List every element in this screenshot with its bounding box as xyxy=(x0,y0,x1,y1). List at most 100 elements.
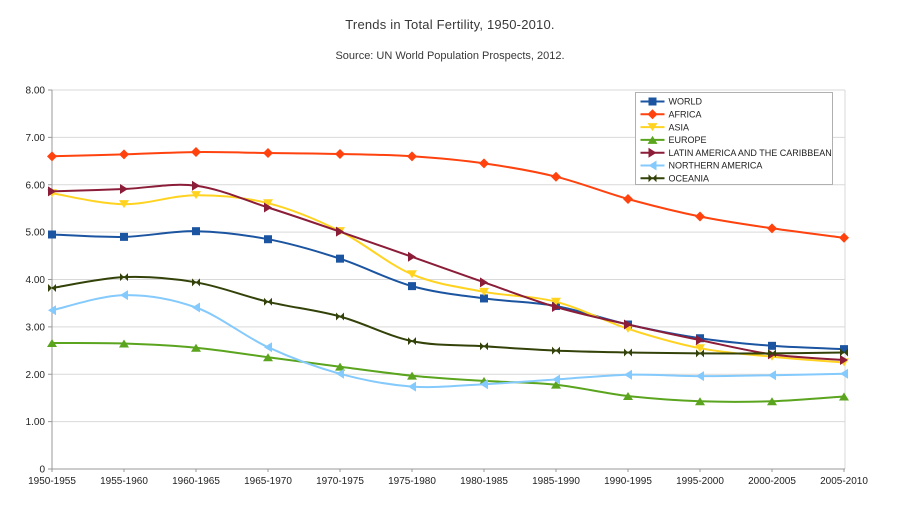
series-marker-africa xyxy=(695,211,705,222)
series-marker-africa xyxy=(47,151,57,162)
y-axis-label: 3.00 xyxy=(26,322,46,333)
series-marker-northern-america xyxy=(552,374,560,385)
series-marker-oceania xyxy=(120,273,128,282)
series-marker-northern-america xyxy=(696,371,704,382)
x-axis-label: 1985-1990 xyxy=(532,476,580,487)
series-marker-africa xyxy=(407,151,417,162)
series-marker-northern-america xyxy=(624,369,632,380)
y-axis-label: 0 xyxy=(39,465,45,476)
x-axis-label: 1950-1955 xyxy=(28,476,76,487)
legend-box xyxy=(635,92,833,185)
series-marker-northern-america xyxy=(768,370,776,381)
series-marker-africa xyxy=(119,149,129,160)
x-axis-label: 1965-1970 xyxy=(244,476,292,487)
series-marker-latin-america-and-the-caribbean xyxy=(624,319,632,330)
chart-title: Trends in Total Fertility, 1950-2010. xyxy=(345,17,555,32)
series-marker-asia xyxy=(479,287,489,296)
series-marker-oceania xyxy=(552,346,560,355)
x-axis-label: 1995-2000 xyxy=(676,476,724,487)
y-axis-label: 8.00 xyxy=(26,86,46,97)
x-axis-label: 1960-1965 xyxy=(172,476,220,487)
series-marker-europe xyxy=(119,339,129,348)
series-marker-asia xyxy=(695,344,705,353)
legend-swatch-marker-oceania xyxy=(648,174,657,183)
series-marker-latin-america-and-the-caribbean xyxy=(480,277,488,288)
x-axis-label: 1975-1980 xyxy=(388,476,436,487)
series-marker-africa xyxy=(191,147,201,158)
series-marker-world xyxy=(120,232,128,241)
x-axis-label: 1990-1995 xyxy=(604,476,652,487)
series-marker-oceania xyxy=(480,342,488,351)
series-marker-africa xyxy=(479,158,489,169)
x-axis-label: 1970-1975 xyxy=(316,476,364,487)
legend-swatch-marker-northern-america xyxy=(648,160,657,171)
series-marker-latin-america-and-the-caribbean xyxy=(408,251,416,262)
legend-label-northern-america: NORTHERN AMERICA xyxy=(669,161,763,171)
x-axis-label: 1955-1960 xyxy=(100,476,148,487)
series-marker-europe xyxy=(407,371,417,380)
series-marker-africa xyxy=(551,171,561,182)
series-marker-latin-america-and-the-caribbean xyxy=(120,184,128,195)
series-marker-world xyxy=(768,341,776,350)
series-marker-northern-america xyxy=(264,342,272,353)
series-marker-latin-america-and-the-caribbean xyxy=(264,202,272,213)
series-line-africa xyxy=(51,151,845,239)
series-marker-europe xyxy=(263,353,273,362)
series-marker-europe xyxy=(695,397,705,406)
series-marker-latin-america-and-the-caribbean xyxy=(696,335,704,346)
series-marker-northern-america xyxy=(408,381,416,392)
y-axis-label: 1.00 xyxy=(26,417,46,428)
series-marker-asia xyxy=(119,200,129,209)
series-marker-northern-america xyxy=(336,368,344,379)
y-axis-label: 7.00 xyxy=(26,133,46,144)
series-marker-africa xyxy=(335,148,345,159)
series-line-europe xyxy=(51,341,845,403)
series-marker-asia xyxy=(407,270,417,279)
x-axis-label: 1980-1985 xyxy=(460,476,508,487)
series-marker-oceania xyxy=(624,348,632,357)
series-line-latin-america-and-the-caribbean xyxy=(51,183,845,361)
series-marker-latin-america-and-the-caribbean xyxy=(336,226,344,237)
legend-label-world: WORLD xyxy=(669,97,703,107)
y-axis-label: 6.00 xyxy=(26,180,46,191)
series-marker-africa xyxy=(767,223,777,234)
series-marker-europe xyxy=(839,392,849,401)
series-marker-northern-america xyxy=(120,290,128,301)
series-marker-asia xyxy=(551,297,561,306)
legend-label-asia: ASIA xyxy=(669,122,690,132)
series-marker-oceania xyxy=(192,278,200,287)
legend-label-latin-america-and-the-caribbean: LATIN AMERICA AND THE CARIBBEAN xyxy=(669,148,832,158)
series-marker-oceania xyxy=(336,312,344,321)
legend-swatch-marker-africa xyxy=(647,109,658,120)
series-marker-oceania xyxy=(264,297,272,306)
series-marker-europe xyxy=(767,397,777,406)
y-axis-label: 5.00 xyxy=(26,228,46,239)
legend-swatch-marker-asia xyxy=(647,123,658,132)
series-marker-oceania xyxy=(696,349,704,358)
series-marker-latin-america-and-the-caribbean xyxy=(552,301,560,312)
series-marker-northern-america xyxy=(192,302,200,313)
legend-label-oceania: OCEANIA xyxy=(669,174,710,184)
y-axis-label: 2.00 xyxy=(26,370,46,381)
series-marker-oceania xyxy=(840,348,848,357)
series-marker-oceania xyxy=(48,284,56,293)
legend-swatch-marker-europe xyxy=(647,135,658,144)
series-marker-northern-america xyxy=(480,379,488,390)
series-marker-oceania xyxy=(408,337,416,346)
series-line-world xyxy=(51,230,845,351)
legend-swatch-marker-latin-america-and-the-caribbean xyxy=(648,147,657,158)
series-marker-africa xyxy=(623,193,633,204)
legend-label-africa: AFRICA xyxy=(669,110,702,120)
series-marker-latin-america-and-the-caribbean xyxy=(48,186,56,197)
series-marker-europe xyxy=(191,343,201,352)
series-marker-asia xyxy=(191,191,201,200)
legend-swatch-marker-world xyxy=(648,97,657,106)
series-marker-europe xyxy=(335,362,345,371)
chart-subtitle: Source: UN World Population Prospects, 2… xyxy=(335,50,565,62)
x-axis-label: 2000-2005 xyxy=(748,476,796,487)
x-axis-label: 2005-2010 xyxy=(820,476,868,487)
series-line-asia xyxy=(51,192,845,364)
series-marker-world xyxy=(264,235,272,244)
